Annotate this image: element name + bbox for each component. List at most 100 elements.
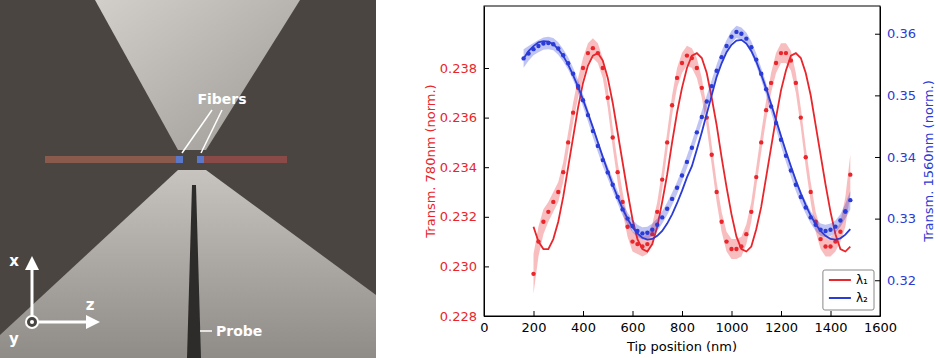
data-point — [581, 98, 585, 102]
data-point — [759, 140, 763, 144]
coord-arrowhead — [25, 256, 39, 270]
photo-label: Probe — [216, 323, 262, 339]
data-point — [670, 103, 674, 107]
photo-label: Fibers — [197, 91, 246, 107]
data-point — [779, 51, 783, 55]
data-point — [710, 84, 714, 88]
data-point — [823, 244, 827, 248]
data-point — [739, 32, 743, 36]
fiber-left-tip — [176, 156, 183, 163]
data-point — [700, 86, 704, 90]
tick-mark — [484, 266, 489, 267]
data-point — [690, 146, 694, 150]
legend-label: λ₂ — [856, 291, 868, 305]
data-point — [571, 72, 575, 76]
data-point — [670, 197, 674, 201]
data-point — [576, 84, 580, 88]
data-point — [739, 244, 743, 248]
data-point — [596, 51, 600, 55]
coord-arrowhead — [86, 315, 100, 329]
data-point — [635, 242, 639, 246]
data-point — [615, 195, 619, 199]
tick: 0.230 — [440, 259, 489, 274]
data-point — [606, 96, 610, 100]
data-point — [769, 81, 773, 85]
tick-label: 400 — [571, 320, 596, 335]
data-point — [640, 231, 644, 235]
data-point — [734, 30, 738, 34]
tick-label: 0.35 — [887, 88, 916, 103]
data-point — [546, 210, 550, 214]
fiber-right-tip — [197, 156, 204, 163]
tick-mark — [875, 157, 880, 158]
data-point — [531, 272, 535, 276]
legend-box — [823, 270, 874, 310]
tick: 600 — [621, 311, 646, 335]
data-point — [714, 69, 718, 73]
axis: 0.2280.2300.2320.2340.2360.238 — [440, 7, 489, 324]
data-point — [828, 228, 832, 232]
data-point — [754, 57, 758, 61]
data-point — [675, 76, 679, 80]
photo-background — [0, 0, 376, 358]
tick-label: 800 — [670, 320, 695, 335]
data-point — [818, 228, 822, 232]
data-point — [566, 140, 570, 144]
tick: 0.35 — [875, 88, 916, 103]
tick: 0.228 — [440, 309, 489, 324]
tick-label: 600 — [621, 320, 646, 335]
leader-line — [200, 330, 212, 332]
plot-background — [484, 6, 880, 316]
data-point — [680, 173, 684, 177]
data-point — [601, 66, 605, 70]
data-point — [729, 247, 733, 251]
data-point — [685, 160, 689, 164]
data-point — [719, 220, 723, 224]
tick: 0.36 — [875, 26, 916, 41]
plot-frame — [484, 6, 880, 316]
data-point — [541, 220, 545, 224]
data-point — [695, 130, 699, 134]
figure: FibersProbexyz02004006008001000120014001… — [0, 0, 940, 358]
data-point — [705, 99, 709, 103]
data-point — [561, 53, 565, 57]
data-point — [630, 239, 634, 243]
data-point — [655, 223, 659, 227]
data-point — [759, 72, 763, 76]
data-point — [665, 207, 669, 211]
data-point — [635, 229, 639, 233]
data-point — [536, 44, 540, 48]
coord-label: z — [86, 296, 95, 314]
data-point — [744, 232, 748, 236]
tick: 0.33 — [875, 211, 916, 226]
data-point — [734, 247, 738, 251]
data-point — [749, 45, 753, 49]
data-point — [630, 224, 634, 228]
fiber-right — [197, 156, 287, 163]
coord-arrow — [32, 321, 88, 324]
axis-title: Tip position (nm) — [626, 339, 737, 354]
data-point — [680, 61, 684, 65]
data-point — [710, 153, 714, 157]
fit-line — [524, 40, 851, 240]
data-point — [611, 135, 615, 139]
error-band — [524, 26, 851, 240]
leader-line — [182, 110, 212, 153]
coord-label: y — [9, 330, 19, 348]
data-point — [823, 229, 827, 233]
data-point — [566, 61, 570, 65]
legend: λ₁λ₂ — [823, 270, 874, 310]
data-point — [749, 210, 753, 214]
tick-mark — [781, 311, 782, 316]
tick: 0.232 — [440, 209, 489, 224]
tick: 200 — [522, 311, 547, 335]
data-point — [828, 244, 832, 248]
data-point — [536, 239, 540, 243]
lower-mount — [0, 170, 376, 358]
data-point — [645, 242, 649, 246]
data-point — [843, 209, 847, 213]
data-point — [804, 155, 808, 159]
data-point — [571, 110, 575, 114]
tick-mark — [682, 311, 683, 316]
data-point — [625, 216, 629, 220]
